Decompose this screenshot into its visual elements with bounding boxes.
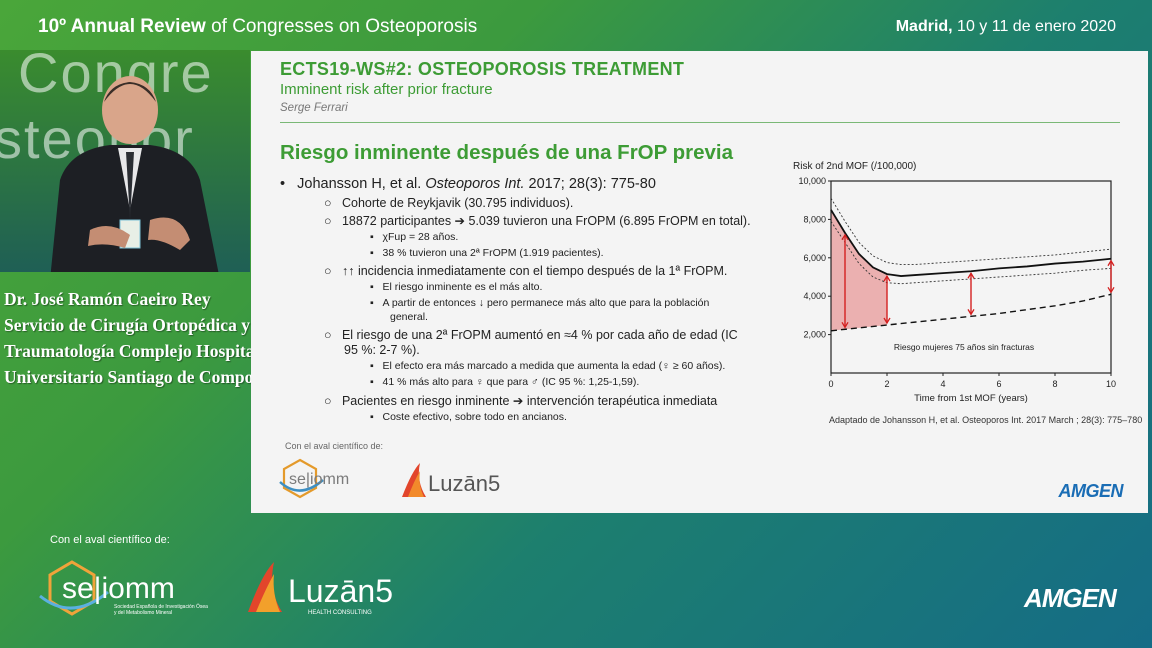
series-line-risk xyxy=(830,209,1112,277)
speaker-video: Congre steopor xyxy=(0,50,250,272)
svg-text:Luzān5: Luzān5 xyxy=(288,573,393,609)
arrowhead-bottom xyxy=(883,317,891,325)
luzan-logo-small: Luzān5 xyxy=(402,463,500,497)
speaker-name: Dr. José Ramón Caeiro Rey xyxy=(4,289,211,309)
event-header: 10º Annual Review of Congresses on Osteo… xyxy=(0,0,1152,50)
bullet-level-3: ▪ 41 % más alto para ♀ que para ♂ (IC 95… xyxy=(370,376,640,388)
chart-annotation: Riesgo mujeres 75 años sin fracturas xyxy=(894,342,1034,352)
svg-text:Sociedad Española de Investiga: Sociedad Española de Investigación Ósea xyxy=(114,603,208,610)
x-tick-label: 0 xyxy=(828,379,833,389)
slide-header-author: Serge Ferrari xyxy=(280,102,348,114)
amgen-logo: AMGEN xyxy=(1024,583,1117,613)
risk-chart: 0 2 4 6 8 10 2,000 4,000 6,000 8,000 10,000 Risk of… xyxy=(781,151,1143,441)
arrowhead-top xyxy=(883,274,891,282)
svg-text:se|iomm: se|iomm xyxy=(62,572,175,605)
footer-aval-label: Con el aval científico de: xyxy=(50,534,170,546)
bullet-level-2: ○ 18872 participantes ➔ 5.039 tuvieron u… xyxy=(324,214,751,228)
svg-text:se|iomm: se|iomm xyxy=(289,471,349,488)
header-divider xyxy=(280,122,1120,123)
slide-title: Riesgo inminente después de una FrOP pre… xyxy=(280,141,734,164)
bullet-level-3: ▪ El riesgo inminente es el más alto. xyxy=(370,281,543,293)
x-tick-label: 4 xyxy=(940,379,945,389)
bullet-level-3: ▪ 38 % tuvieron una 2ª FrOPM (1.919 paci… xyxy=(370,247,604,259)
luzan-logo: Luzān5 HEALTH CONSULTING xyxy=(248,562,393,616)
amgen-logo-small: AMGEN xyxy=(1058,481,1124,501)
chart-canvas: 0 2 4 6 8 10 2,000 4,000 6,000 8,000 10,000 Risk of… xyxy=(793,161,1116,404)
x-tick-label: 8 xyxy=(1052,379,1057,389)
bullet-level-2: ○ ↑↑ incidencia inmediatamente con el ti… xyxy=(324,264,728,278)
y-tick-label: 10,000 xyxy=(798,176,826,186)
presentation-slide: ECTS19-WS#2: OSTEOPOROSIS TREATMENT Immi… xyxy=(251,51,1148,513)
arrowhead-top xyxy=(1107,259,1115,267)
slide-header-subtitle: Imminent risk after prior fracture xyxy=(280,81,493,98)
x-tick-label: 10 xyxy=(1106,379,1116,389)
event-title: 10º Annual Review of Congresses on Osteo… xyxy=(38,16,478,37)
series-line-upper-ci xyxy=(830,198,1112,265)
chart-footnote: Adaptado de Johansson H, et al. Osteopor… xyxy=(829,415,1143,425)
bullet-level-2: ○ Pacientes en riesgo inminente ➔ interv… xyxy=(324,394,718,408)
bullet-level-3: ▪ A partir de entonces ↓ pero permanece … xyxy=(370,297,710,309)
x-tick-label: 6 xyxy=(996,379,1001,389)
svg-text:y del Metabolismo Mineral: y del Metabolismo Mineral xyxy=(114,610,172,616)
bullet-level-3-cont: general. xyxy=(390,311,428,323)
svg-text:Luzān5: Luzān5 xyxy=(428,471,500,496)
bullet-level-2: ○ Cohorte de Reykjavik (30.795 individuo… xyxy=(324,196,574,210)
bullet-level-3: ▪ χFup = 28 años. xyxy=(370,231,459,243)
bullet-level-2: ○ El riesgo de una 2ª FrOPM aumentó en ≈… xyxy=(324,328,738,342)
arrowhead-top xyxy=(841,233,849,241)
slide-aval-label: Con el aval científico de: xyxy=(285,441,384,451)
seiomm-logo: se|iomm Sociedad Española de Investigaci… xyxy=(39,560,208,616)
bullet-level-3: ▪ El efecto era más marcado a medida que… xyxy=(370,360,726,372)
y-tick-label: 2,000 xyxy=(803,330,826,340)
arrowhead-bottom xyxy=(967,309,975,316)
slide-header-title: ECTS19-WS#2: OSTEOPOROSIS TREATMENT xyxy=(280,59,685,79)
seiomm-logo-small: se|iomm xyxy=(279,458,349,499)
x-axis-label: Time from 1st MOF (years) xyxy=(914,393,1028,404)
y-tick-label: 8,000 xyxy=(803,214,826,224)
speaker-figure xyxy=(50,76,219,272)
speaker-affiliation-line: Universitario Santiago de Compostela xyxy=(4,367,288,387)
y-tick-label: 4,000 xyxy=(803,291,826,301)
series-line-lower-ci xyxy=(830,221,1112,285)
event-location-date: Madrid, 10 y 11 de enero 2020 xyxy=(895,18,1116,35)
arrowhead-top xyxy=(967,271,975,279)
arrowhead-bottom xyxy=(841,321,849,329)
arrowhead-bottom xyxy=(1107,286,1115,294)
bullet-level-2-cont: 95 %: 2-7 %). xyxy=(344,343,420,357)
speaker-caption: Dr. José Ramón Caeiro Rey Servicio de Ci… xyxy=(4,286,290,390)
speaker-affiliation-line: Servicio de Cirugía Ortopédica y xyxy=(4,315,250,335)
x-tick-label: 2 xyxy=(884,379,889,389)
speaker-affiliation-line: Traumatología Complejo Hospitalario xyxy=(4,341,290,361)
y-tick-label: 6,000 xyxy=(803,253,826,263)
series-line-baseline xyxy=(830,293,1112,332)
y-axis-label: Risk of 2nd MOF (/100,000) xyxy=(793,161,916,172)
bullet-level-1: • Johansson H, et al. Osteoporos Int. 20… xyxy=(280,176,656,192)
bullet-level-3: ▪ Coste efectivo, sobre todo en ancianos… xyxy=(370,411,567,423)
svg-text:HEALTH CONSULTING: HEALTH CONSULTING xyxy=(308,610,372,616)
